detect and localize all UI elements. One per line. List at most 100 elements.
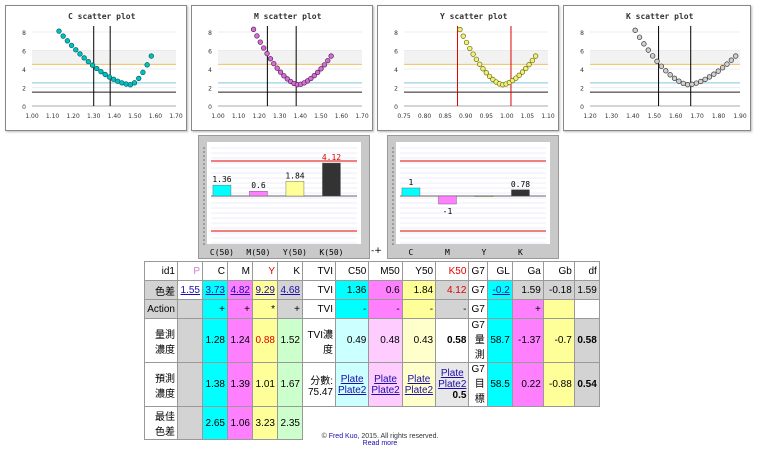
scatter-point-0-11 — [89, 62, 96, 68]
plate2-m50-link[interactable]: Plate2 — [371, 384, 400, 396]
scatter-point-1-12 — [284, 76, 290, 82]
scatter-point-3-17 — [698, 78, 704, 85]
scatter-point-1-7 — [267, 56, 274, 62]
delta-c50: 1.36 — [334, 280, 370, 300]
y-tick-label-1-0: 0 — [208, 104, 212, 111]
plate2-y50-link[interactable]: Plate2 — [404, 384, 434, 396]
scatter-point-0-25 — [148, 53, 154, 59]
y-tick-label-1-3: 6 — [208, 49, 212, 56]
scatter-point-0-19 — [123, 81, 129, 87]
y-tick-label-2-1: 2 — [394, 86, 398, 93]
delta-value-0: 1 — [409, 178, 414, 187]
scatter-point-3-13 — [680, 80, 686, 87]
scatter-point-0-8 — [77, 51, 83, 57]
predicted-ga: 0.22 — [511, 362, 544, 407]
measured-df: 0.58 — [573, 318, 600, 363]
plus-minus-label: -+ — [371, 246, 382, 256]
scatter-point-2-7 — [473, 56, 480, 63]
footer-rights: , 2015. All rights reserved. — [357, 433, 439, 440]
scatter-point-2-24 — [529, 57, 536, 64]
tvi-bar-3 — [322, 162, 341, 197]
delta-gb: -0.18 — [542, 280, 575, 300]
plate-m50-link[interactable]: Plate — [374, 373, 397, 385]
scatter-point-0-7 — [73, 47, 79, 53]
scatter-point-3-9 — [663, 68, 669, 74]
plate-c50-link[interactable]: Plate — [340, 373, 364, 385]
y-tick-label-3-4: 8 — [580, 30, 584, 37]
x-tick-label-0-7: 1.70 — [169, 113, 183, 120]
scatter-point-0-20 — [127, 82, 133, 88]
scatter-point-3-23 — [724, 61, 730, 67]
scatter-point-1-6 — [264, 50, 270, 57]
scatter-point-1-19 — [308, 75, 314, 82]
plate2-c50-link[interactable]: Plate2 — [338, 384, 367, 396]
measured-m50: 0.48 — [368, 318, 403, 363]
delta-y50: 1.84 — [401, 280, 437, 300]
scatter-point-0-12 — [94, 65, 100, 72]
x-tick-label-3-3: 1.50 — [648, 113, 662, 120]
tvi-value-3: 4.12 — [322, 153, 341, 162]
scatter-point-2-3 — [460, 33, 466, 39]
plate-c50-cell: Plate Plate2 — [334, 362, 370, 407]
x-tick-label-2-5: 1.00 — [500, 113, 514, 120]
scatter-point-3-2 — [632, 27, 638, 33]
x-tick-label-2-0: 0.75 — [397, 113, 411, 120]
table-row-best: 最佳色差 2.65 1.06 3.23 2.35 — [144, 406, 600, 440]
footer-author-link[interactable]: Fred Kuo — [328, 433, 358, 440]
measured-y: 0.88 — [252, 318, 278, 363]
footer-read-more-link[interactable]: Read more — [362, 440, 398, 447]
tvi-category-1: M(50) — [246, 248, 270, 257]
x-tick-label-0-0: 1.00 — [25, 113, 39, 120]
scatter-point-0-21 — [131, 80, 138, 86]
bar-chart-delta: 1 C -1 M Y 0.78 K — [392, 147, 546, 257]
scatter-point-2-21 — [519, 69, 526, 75]
scatter-point-0-22 — [136, 75, 142, 82]
plate-y50-link[interactable]: Plate — [407, 373, 431, 385]
x-tick-label-3-5: 1.70 — [690, 113, 704, 120]
delta-p-link[interactable]: 1.55 — [177, 280, 203, 300]
delta-category-3: K — [518, 248, 523, 257]
delta-category-0: C — [409, 248, 414, 257]
measured-gl: 58.7 — [486, 318, 513, 363]
scatter-panel-c: C scatter plot 0 2 4 6 8 1.00 1.10 1.20 1.30 1.40… — [5, 5, 187, 131]
scatter-point-3-24 — [728, 57, 734, 63]
plate2-k50-link[interactable]: Plate2 — [438, 379, 467, 390]
action-ga: + — [511, 299, 544, 319]
header-k: K — [277, 261, 303, 281]
scatter-point-1-25 — [328, 53, 334, 59]
x-tick-label-2-4: 0.95 — [480, 113, 494, 120]
action-g7-label: G7 — [468, 299, 488, 319]
scatter-chart-m: 0 2 4 6 8 1.00 1.10 1.20 1.30 1.40 1.50 1.60 1.70 — [208, 26, 369, 120]
measured-gb: -0.7 — [542, 318, 575, 363]
delta-gl-link[interactable]: -0.2 — [486, 280, 513, 300]
plate-k50-link[interactable]: Plate — [440, 368, 464, 379]
delta-k-link[interactable]: 4.68 — [277, 280, 303, 300]
header-m50: M50 — [368, 261, 403, 281]
scatter-point-3-19 — [706, 74, 713, 80]
scatter-point-1-2 — [250, 26, 257, 32]
scatter-point-3-16 — [693, 80, 700, 86]
bar-chart-tvi: 1.36 C(50) 0.6 M(50) 1.84 Y(50) 4.12 K(50) — [203, 147, 357, 257]
header-g7: G7 — [468, 261, 488, 281]
delta-m-link[interactable]: 4.82 — [227, 280, 253, 300]
scatter-point-3-14 — [684, 81, 691, 88]
row-label-measured: 量測濃度 — [144, 318, 178, 363]
measured-c50: 0.49 — [334, 318, 370, 363]
bar-panel-delta: 1 C -1 M Y 0.78 K — [387, 135, 559, 259]
delta-bar-1 — [438, 195, 457, 205]
y-tick-label-1-1: 2 — [208, 86, 212, 93]
scatter-point-1-5 — [261, 45, 267, 51]
scatter-point-1-20 — [311, 72, 317, 79]
tvi-bar-0 — [212, 184, 232, 197]
scatter-point-3-12 — [676, 78, 682, 84]
delta-c-link[interactable]: 3.73 — [202, 280, 228, 300]
delta-df: 1.59 — [573, 280, 600, 300]
header-gb: Gb — [542, 261, 575, 281]
plate-k50-extra: 0.5 — [452, 390, 467, 401]
y-tick-label-0-3: 6 — [22, 49, 26, 56]
scatter-point-3-6 — [650, 53, 656, 59]
tvi-value-2: 1.84 — [285, 171, 304, 180]
delta-y-link[interactable]: 9.29 — [252, 280, 278, 300]
x-tick-label-1-6: 1.60 — [335, 113, 349, 120]
predicted-m: 1.39 — [227, 362, 253, 407]
